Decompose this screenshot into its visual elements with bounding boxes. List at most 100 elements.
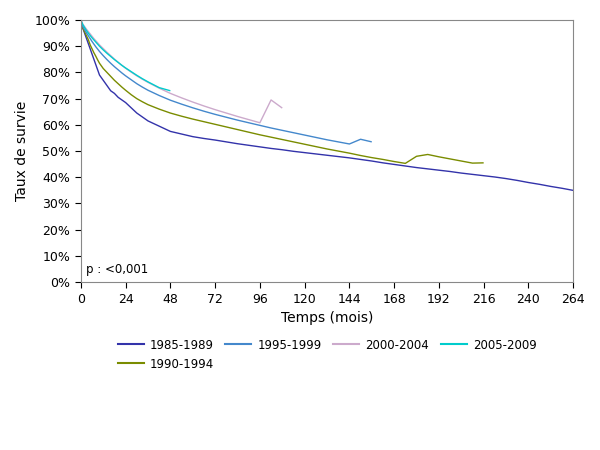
- 2005-2009: [115, 60, 122, 65]
- 1990-1994: [256, 132, 263, 138]
- 1990-1994: [128, 92, 135, 97]
- 1995-1999: [178, 101, 185, 107]
- 2000-2004: [92, 38, 100, 43]
- 2005-2009: [86, 33, 94, 38]
- 2000-2004: [100, 46, 107, 51]
- 2005-2009: [79, 22, 86, 27]
- 2000-2004: [167, 91, 174, 96]
- 2005-2009: [122, 65, 129, 71]
- 2000-2004: [85, 29, 92, 34]
- 2005-2009: [139, 76, 146, 81]
- 1990-1994: [480, 160, 487, 166]
- 1995-1999: [81, 27, 88, 32]
- 1995-1999: [122, 73, 129, 79]
- 1995-1999: [111, 64, 118, 69]
- 1995-1999: [96, 49, 103, 54]
- 1995-1999: [323, 137, 331, 143]
- 2000-2004: [278, 105, 286, 111]
- 1995-1999: [107, 61, 114, 66]
- 1995-1999: [357, 136, 364, 142]
- 2000-2004: [133, 73, 140, 79]
- 1995-1999: [128, 77, 135, 82]
- 1995-1999: [155, 93, 163, 98]
- 1990-1994: [77, 17, 85, 22]
- 2005-2009: [133, 72, 140, 78]
- 2000-2004: [178, 95, 185, 100]
- Line: 2000-2004: 2000-2004: [81, 20, 282, 123]
- 1995-1999: [234, 117, 241, 123]
- 1995-1999: [346, 141, 353, 147]
- 1995-1999: [200, 108, 208, 114]
- 2000-2004: [145, 80, 152, 85]
- 2000-2004: [83, 27, 90, 32]
- 2000-2004: [96, 42, 103, 48]
- 1995-1999: [256, 123, 263, 128]
- 2000-2004: [91, 36, 98, 41]
- 1995-1999: [133, 81, 140, 86]
- 1995-1999: [85, 33, 92, 38]
- 1995-1999: [91, 41, 98, 47]
- 2000-2004: [122, 66, 129, 71]
- 2005-2009: [88, 35, 95, 40]
- 1990-1994: [446, 156, 454, 162]
- 2000-2004: [234, 114, 241, 119]
- 1990-1994: [278, 137, 286, 142]
- 1995-1999: [100, 53, 107, 58]
- X-axis label: Temps (mois): Temps (mois): [281, 311, 373, 325]
- 2005-2009: [91, 37, 98, 43]
- 1995-1999: [278, 128, 286, 133]
- 1995-1999: [94, 46, 101, 52]
- Line: 2005-2009: 2005-2009: [81, 20, 170, 91]
- 2005-2009: [81, 25, 88, 30]
- 2000-2004: [107, 53, 114, 58]
- 1985-1989: [139, 114, 146, 120]
- 1995-1999: [86, 36, 94, 41]
- 1995-1999: [368, 139, 376, 144]
- 1995-1999: [115, 67, 122, 72]
- 1995-1999: [83, 30, 90, 36]
- 1985-1989: [323, 153, 331, 158]
- 2005-2009: [92, 39, 100, 45]
- Legend: 1985-1989, 1990-1994, 1995-1999, 2000-2004, 2005-2009: 1985-1989, 1990-1994, 1995-1999, 2000-20…: [113, 334, 541, 375]
- Line: 1990-1994: 1990-1994: [81, 20, 484, 163]
- 2005-2009: [111, 57, 118, 62]
- 2000-2004: [155, 86, 163, 91]
- Line: 1995-1999: 1995-1999: [81, 20, 372, 144]
- 1995-1999: [103, 57, 110, 62]
- 1985-1989: [133, 110, 140, 116]
- 2005-2009: [85, 31, 92, 36]
- 1995-1999: [335, 139, 342, 144]
- 1990-1994: [402, 161, 409, 166]
- 1995-1999: [88, 39, 95, 44]
- 2000-2004: [223, 110, 230, 116]
- 2005-2009: [167, 88, 174, 94]
- 2000-2004: [118, 63, 125, 68]
- 1995-1999: [212, 112, 219, 117]
- 2005-2009: [107, 54, 114, 59]
- 2000-2004: [200, 103, 208, 108]
- 1995-1999: [167, 98, 174, 103]
- 2005-2009: [155, 85, 163, 90]
- 1995-1999: [290, 130, 297, 135]
- 2005-2009: [118, 63, 125, 68]
- 1995-1999: [301, 132, 308, 138]
- 1995-1999: [77, 17, 85, 22]
- 2000-2004: [139, 76, 146, 82]
- 1995-1999: [189, 105, 196, 111]
- 1995-1999: [145, 88, 152, 93]
- 2000-2004: [245, 117, 252, 122]
- Y-axis label: Taux de survie: Taux de survie: [15, 101, 29, 201]
- 2000-2004: [86, 31, 94, 36]
- Text: p : <0,001: p : <0,001: [86, 262, 149, 275]
- 1985-1989: [569, 188, 577, 193]
- 2000-2004: [81, 24, 88, 29]
- 2005-2009: [83, 28, 90, 33]
- 2000-2004: [77, 17, 85, 22]
- 2000-2004: [256, 120, 263, 126]
- 1990-1994: [178, 113, 185, 119]
- 2000-2004: [103, 50, 110, 55]
- Line: 1985-1989: 1985-1989: [81, 20, 573, 190]
- 1995-1999: [223, 115, 230, 120]
- 1995-1999: [118, 70, 125, 76]
- 1990-1994: [85, 37, 92, 42]
